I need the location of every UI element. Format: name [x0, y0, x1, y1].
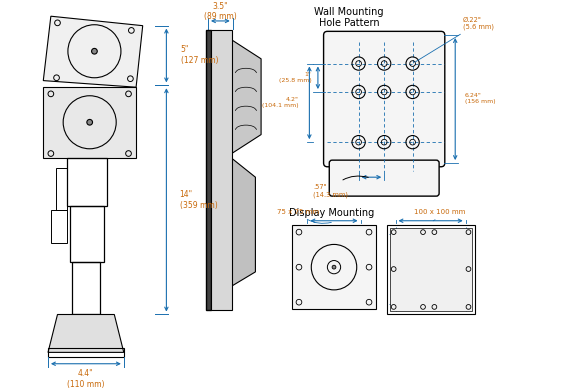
- Polygon shape: [232, 40, 261, 154]
- Bar: [206, 30, 211, 310]
- Bar: [211, 30, 232, 310]
- Bar: [387, 226, 475, 314]
- Text: 4.4"
(110 mm): 4.4" (110 mm): [67, 370, 105, 389]
- Bar: [292, 226, 376, 309]
- Text: Ø.22"
(5.6 mm): Ø.22" (5.6 mm): [415, 16, 494, 62]
- Bar: [70, 206, 104, 263]
- Bar: [390, 228, 472, 311]
- Bar: [72, 263, 100, 314]
- Polygon shape: [43, 16, 142, 87]
- Text: 100 x 100 mm: 100 x 100 mm: [415, 209, 466, 221]
- Polygon shape: [232, 158, 255, 286]
- Text: Display Mounting: Display Mounting: [289, 209, 375, 219]
- Circle shape: [87, 119, 93, 125]
- Bar: [48, 348, 124, 357]
- Polygon shape: [48, 314, 124, 352]
- Circle shape: [332, 265, 336, 269]
- Bar: [51, 210, 67, 244]
- Text: 4.2"
(104.1 mm): 4.2" (104.1 mm): [263, 97, 299, 108]
- Polygon shape: [43, 87, 136, 158]
- Text: 1"
(25.8 mm): 1" (25.8 mm): [278, 72, 311, 83]
- Text: 14"
(359 mm): 14" (359 mm): [180, 190, 218, 210]
- Circle shape: [91, 48, 97, 54]
- Text: 5"
(127 mm): 5" (127 mm): [181, 46, 218, 65]
- Text: .57"
(14.3 mm): .57" (14.3 mm): [313, 176, 368, 198]
- Text: 6.24"
(156 mm): 6.24" (156 mm): [465, 93, 495, 104]
- FancyBboxPatch shape: [329, 160, 439, 196]
- Text: Wall Mounting
Hole Pattern: Wall Mounting Hole Pattern: [314, 7, 384, 28]
- Text: 75 x 75 mm: 75 x 75 mm: [277, 209, 332, 223]
- Bar: [56, 168, 67, 210]
- FancyBboxPatch shape: [324, 32, 445, 167]
- Text: 3.5"
(89 mm): 3.5" (89 mm): [204, 2, 237, 21]
- Bar: [67, 158, 107, 206]
